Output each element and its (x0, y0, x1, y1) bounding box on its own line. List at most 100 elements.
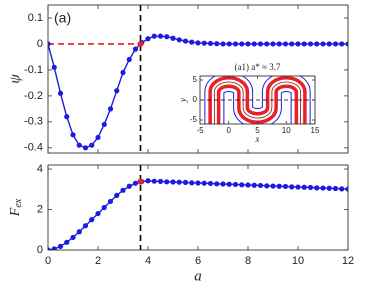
data-point (245, 182, 251, 188)
data-point (239, 41, 245, 47)
data-point (251, 182, 257, 188)
data-point (289, 41, 295, 47)
data-point (201, 40, 207, 46)
axes-box (47, 4, 349, 154)
data-point (70, 132, 76, 138)
y-tick-label: 0 (37, 244, 43, 256)
data-point (339, 186, 345, 192)
inset-x-label: x (255, 134, 260, 144)
y-axis-label-main: F (8, 207, 23, 217)
data-point (76, 142, 82, 148)
data-point (320, 185, 326, 191)
data-point (164, 34, 170, 40)
data-point (214, 41, 220, 47)
data-point (201, 180, 207, 186)
axes-box (47, 164, 349, 251)
data-point (126, 56, 132, 63)
data-point (239, 182, 245, 188)
data-point (195, 180, 201, 186)
inset-title: (a1) a* ≈ 3.7 (235, 62, 281, 72)
data-point (51, 246, 57, 250)
data-point (214, 181, 220, 187)
y-tick-label: -5 (190, 115, 198, 124)
data-point (276, 183, 282, 189)
data-point (64, 239, 70, 245)
data-point (76, 229, 82, 235)
data-point (101, 204, 107, 211)
data-point (164, 179, 170, 185)
data-point (332, 185, 339, 192)
x-tick-label: 10 (292, 255, 304, 267)
panel-label: (a) (54, 10, 71, 26)
data-point (226, 181, 232, 187)
y-axis-label: ψ (7, 74, 23, 84)
data-point (295, 184, 301, 190)
data-point (339, 41, 345, 47)
data-point (82, 145, 89, 151)
data-point (170, 35, 176, 41)
data-point (232, 41, 239, 47)
y-tick-label: 0 (193, 95, 198, 104)
data-point (245, 41, 251, 47)
inset-drawing (200, 76, 315, 124)
data-point (332, 41, 339, 47)
data-point (157, 178, 164, 184)
data-point (251, 41, 257, 47)
data-point (282, 41, 289, 47)
y-tick-label: -0.3 (24, 116, 43, 128)
data-point (270, 183, 276, 189)
data-point (264, 41, 270, 47)
data-point (307, 184, 314, 191)
data-point (95, 134, 101, 141)
data-point (232, 181, 239, 188)
data-point (270, 41, 276, 47)
data-point (145, 36, 151, 42)
data-point (107, 198, 114, 205)
x-tick-label: 5 (255, 126, 260, 135)
data-point (220, 181, 226, 187)
series-line (48, 180, 348, 250)
data-point (48, 247, 51, 250)
data-point (282, 183, 289, 190)
x-axis-label: a (194, 268, 202, 284)
data-point (170, 179, 176, 185)
data-point (82, 223, 89, 229)
data-point (151, 33, 157, 39)
data-point (307, 41, 314, 47)
x-tick-label: 0 (45, 255, 51, 267)
data-point (182, 38, 189, 44)
plot-area (48, 5, 348, 153)
data-point (182, 179, 189, 186)
data-point (276, 41, 282, 47)
data-point (257, 182, 264, 189)
data-point (176, 179, 182, 185)
data-point (89, 217, 95, 223)
data-point (57, 243, 64, 249)
data-point (101, 121, 107, 128)
data-point (157, 33, 164, 39)
data-point (301, 184, 307, 190)
data-point (314, 185, 320, 191)
data-point (189, 39, 195, 45)
x-tick-label: -5 (196, 126, 204, 135)
y-tick-label: -0.1 (24, 64, 43, 76)
data-point (145, 178, 151, 184)
axes-box (199, 75, 316, 125)
data-point (301, 41, 307, 47)
y-tick-label: 0 (37, 38, 43, 50)
data-point (126, 183, 132, 189)
data-point (57, 90, 64, 96)
x-tick-label: 0 (227, 126, 232, 135)
y-tick-label: 0.1 (28, 12, 43, 24)
ribbon (213, 81, 302, 124)
data-point (326, 185, 332, 191)
y-axis-label-sub: ex (13, 198, 24, 207)
inset-y-label: y (178, 98, 188, 103)
data-point (70, 234, 76, 241)
data-point (320, 41, 326, 47)
x-tick-label: 15 (311, 126, 320, 135)
y-axis-label: Fex (8, 198, 24, 217)
highlight-point (137, 40, 144, 47)
plot-area (48, 165, 348, 250)
data-point (207, 40, 214, 47)
